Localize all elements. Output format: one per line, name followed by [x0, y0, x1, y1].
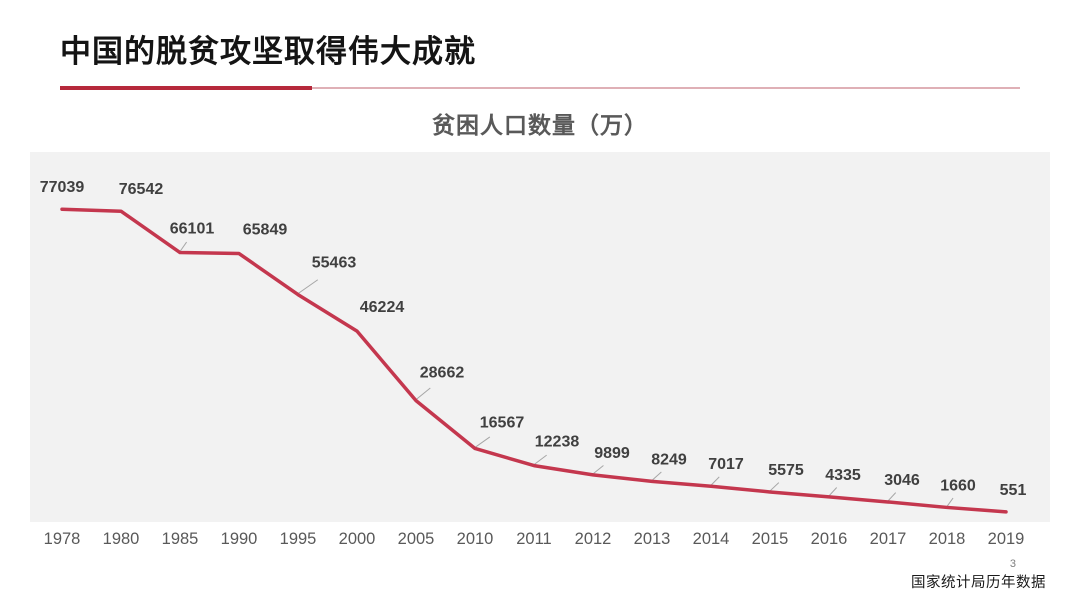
x-axis-tick-label: 2019: [988, 530, 1025, 548]
x-axis-tick-label: 1990: [221, 530, 258, 548]
x-axis-tick-label: 2016: [811, 530, 848, 548]
x-axis-tick-label: 2018: [929, 530, 966, 548]
x-axis-tick-label: 1978: [44, 530, 81, 548]
leader-line: [297, 279, 319, 295]
leader-line: [769, 482, 780, 492]
leader-line: [828, 487, 838, 497]
leader-line: [533, 454, 547, 465]
page-number: 3: [1009, 558, 1016, 570]
data-label: 3046: [884, 472, 920, 489]
x-axis-tick-label: 2012: [575, 530, 612, 548]
leader-line: [179, 241, 188, 252]
data-label: 1660: [940, 477, 976, 494]
x-axis-tick-label: 2010: [457, 530, 494, 548]
data-label: 77039: [40, 179, 85, 196]
leader-line: [887, 492, 897, 502]
chart-title: 贫困人口数量（万）: [432, 112, 648, 138]
line-chart-canvas: 77039 76542 66101 65849 55463 46224 28662 16567…: [30, 152, 1050, 548]
x-axis-tick-label: 2005: [398, 530, 435, 548]
title-underline: [60, 86, 1020, 90]
data-label: 55463: [312, 255, 357, 272]
data-label: 9899: [594, 445, 630, 462]
slide-title: 中国的脱贫攻坚取得伟大成就: [60, 34, 476, 69]
poverty-line-chart: 77039 76542 66101 65849 55463 46224 28662 16567…: [30, 152, 1050, 557]
x-axis-tick-label: 1985: [162, 530, 199, 548]
leader-line: [415, 387, 431, 401]
data-label: 76542: [119, 181, 164, 198]
data-label: 7017: [708, 456, 744, 473]
x-axis-tick-label: 1995: [280, 530, 317, 548]
x-axis-tick-label: 2000: [339, 530, 376, 548]
leader-line: [474, 436, 491, 448]
data-label: 46224: [360, 299, 405, 316]
leader-line: [592, 465, 604, 475]
leader-line: [651, 471, 662, 481]
x-axis-tick-label: 2011: [516, 530, 551, 548]
data-label: 5575: [768, 462, 804, 479]
data-label: 551: [1000, 482, 1027, 499]
title-underline-accent: [60, 86, 312, 90]
data-label: 4335: [825, 467, 861, 484]
data-label: 16567: [480, 414, 525, 431]
poverty-series-line: [60, 207, 1008, 514]
title-underline-extension: [312, 87, 1020, 89]
data-label: 65849: [243, 222, 288, 239]
x-axis-tick-label: 2015: [752, 530, 789, 548]
x-axis-tick-label: 2013: [634, 530, 671, 548]
source-note: 国家统计局历年数据: [911, 575, 1046, 591]
leader-line: [710, 476, 720, 486]
data-label: 12238: [535, 434, 580, 451]
x-axis-tick-label: 1980: [103, 530, 140, 548]
leader-line: [946, 497, 954, 507]
data-label: 66101: [170, 221, 215, 238]
data-label: 8249: [651, 451, 687, 468]
x-axis-tick-label: 2017: [870, 530, 907, 548]
data-label: 28662: [420, 365, 465, 382]
x-axis-tick-label: 2014: [693, 530, 730, 548]
